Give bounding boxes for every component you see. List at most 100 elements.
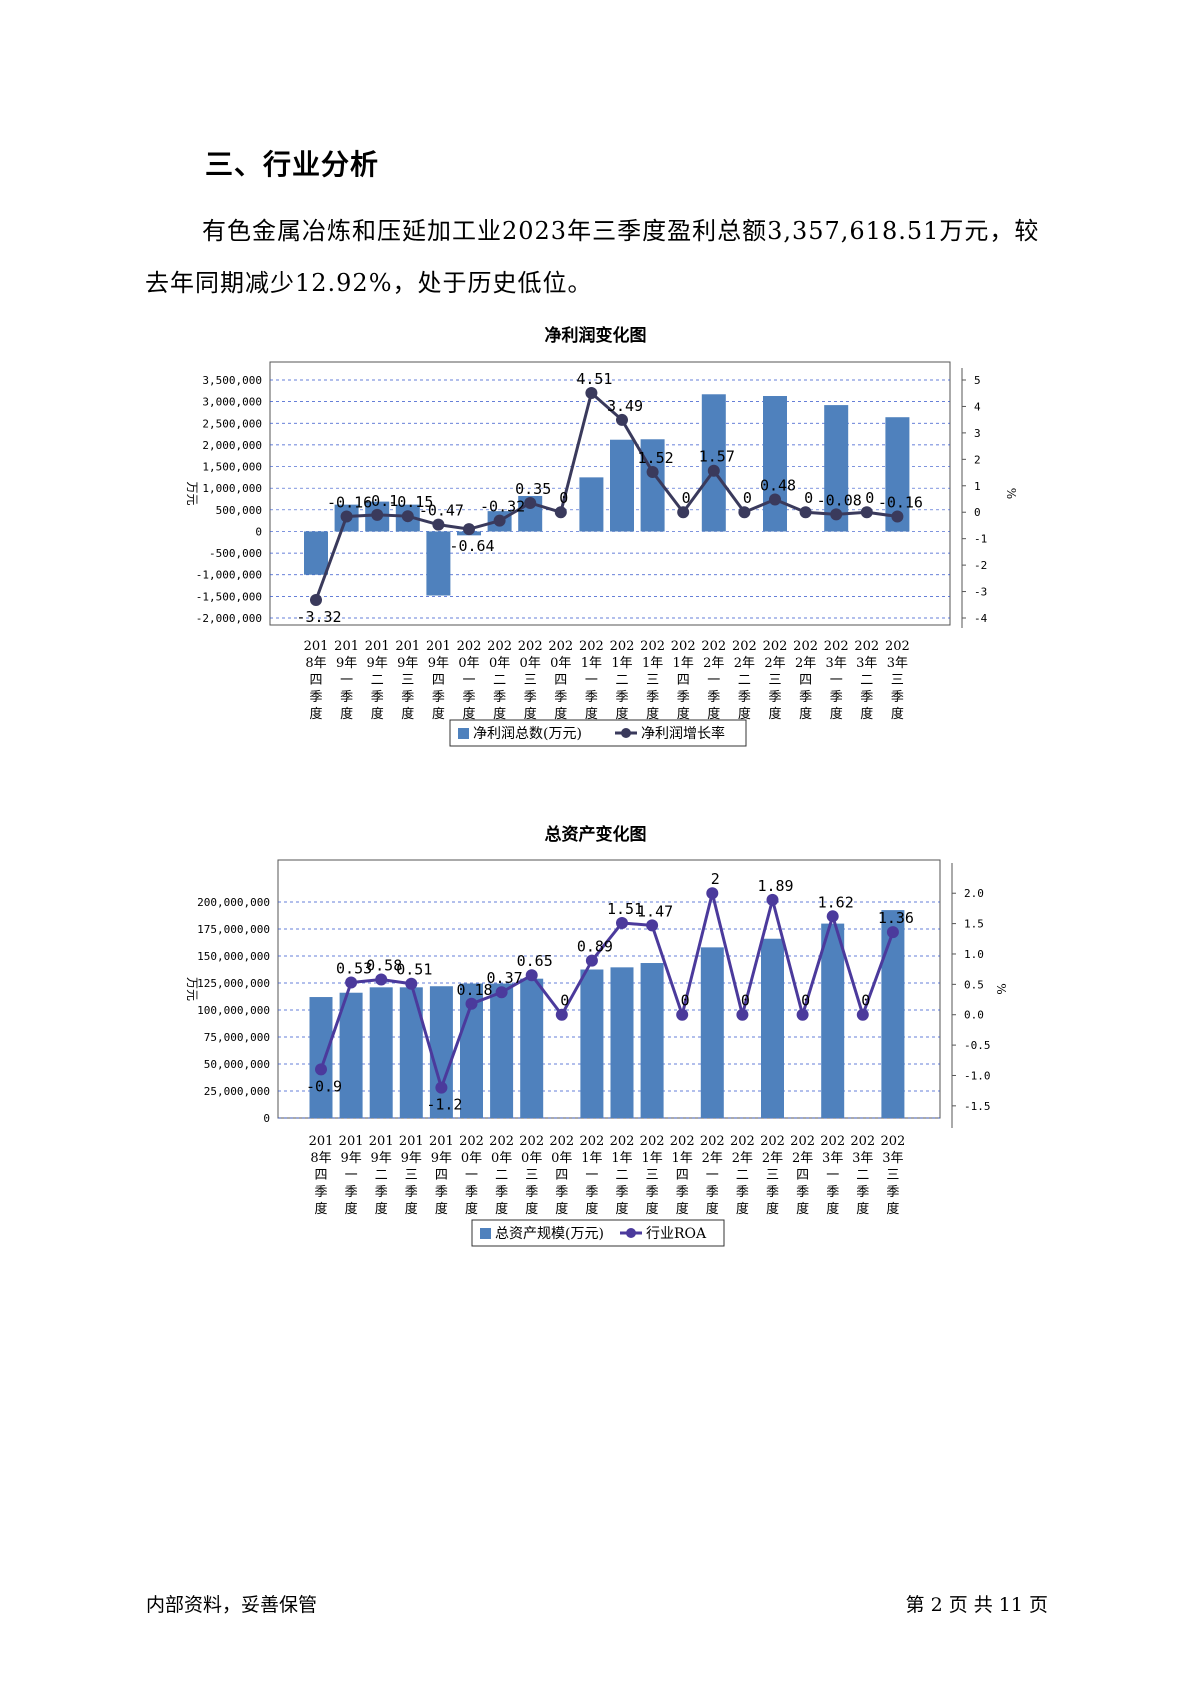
legend-label-line: 行业ROA	[646, 1226, 707, 1242]
y-tick-label: 150,000,000	[197, 950, 270, 963]
x-category-label: 度	[555, 1201, 568, 1217]
bar	[640, 439, 665, 532]
x-category-label: 度	[401, 706, 414, 722]
x-category-label: 202	[793, 639, 818, 654]
data-label: 0.48	[760, 477, 796, 495]
line-point	[856, 1008, 869, 1021]
y-tick-label: -1,000,000	[196, 569, 262, 582]
legend-swatch-bar	[458, 728, 469, 739]
x-category-label: 0年	[489, 656, 510, 671]
x-category-label: 1年	[581, 1151, 602, 1166]
footer-confidential: 内部资料，妥善保管	[146, 1594, 318, 1616]
data-label: 0	[682, 489, 691, 507]
line-point	[554, 506, 567, 519]
data-label: 1.36	[878, 909, 914, 927]
x-category-label: 度	[676, 1201, 689, 1217]
x-category-label: 季	[856, 1185, 869, 1200]
data-label: 0	[861, 992, 870, 1010]
x-category-label: 季	[830, 690, 843, 705]
bar	[399, 987, 423, 1118]
line-point	[555, 1008, 568, 1021]
x-category-label: 度	[525, 1201, 538, 1217]
x-category-label: 9年	[431, 1151, 452, 1166]
data-label: -1.2	[426, 1096, 462, 1114]
data-label: 0	[559, 489, 568, 507]
legend-swatch-dot	[621, 728, 631, 738]
x-category-label: 季	[796, 1185, 809, 1200]
x-category-label: 9年	[340, 1151, 361, 1166]
y-tick-label: 0	[255, 525, 262, 538]
x-category-label: 0年	[520, 656, 541, 671]
y-tick-label: 175,000,000	[197, 923, 270, 936]
x-category-label: 3年	[852, 1151, 873, 1166]
data-label: 0.53	[336, 960, 372, 978]
y-tick-label: 0	[263, 1112, 270, 1125]
x-category-label: 季	[891, 690, 904, 705]
x-category-label: 度	[493, 706, 506, 722]
x-category-label: 四	[309, 673, 322, 688]
x-category-label: 度	[554, 706, 567, 722]
data-label: 0	[681, 992, 690, 1010]
legend-box	[471, 1219, 725, 1247]
line-point	[525, 969, 538, 982]
data-label: 0.37	[487, 969, 523, 987]
x-category-label: 季	[860, 690, 873, 705]
data-label: 0.51	[396, 961, 432, 979]
x-category-label: 9年	[367, 656, 388, 671]
y-tick-label: 1,500,000	[202, 461, 262, 474]
x-category-label: 度	[495, 1201, 508, 1217]
data-label: 1.89	[757, 877, 793, 895]
assets-chart: 200,000,000 175,000,000 150,000,000 125,000…	[185, 859, 1008, 1247]
data-label: 1.51	[607, 900, 643, 918]
x-category-label: 度	[340, 706, 353, 722]
x-category-label: 三	[646, 673, 659, 688]
bar	[309, 997, 333, 1118]
x-category-label: 0年	[521, 1151, 542, 1166]
x-category-label: 202	[640, 1134, 665, 1149]
bar	[339, 992, 363, 1118]
bar	[763, 396, 787, 532]
x-category-label: 0年	[551, 1151, 572, 1166]
x-category-label: 三	[886, 1168, 899, 1183]
x-category-label: 度	[405, 1201, 418, 1217]
bar	[640, 963, 664, 1118]
x-category-label: 季	[676, 1185, 689, 1200]
bar	[490, 983, 514, 1118]
line-point	[493, 514, 506, 527]
x-category-label: 201	[304, 639, 329, 654]
bar	[700, 947, 724, 1118]
bar	[426, 531, 451, 596]
profit-chart: 3,500,000 3,000,000 2,500,000 2,000,000 1,50…	[185, 361, 1018, 747]
x-category-label: 二	[736, 1168, 749, 1183]
y-tick-label: 3,000,000	[202, 396, 262, 409]
x-category-label: 二	[615, 1168, 628, 1183]
x-category-label: 201	[334, 639, 359, 654]
x-category-label: 季	[525, 1185, 538, 1200]
x-category-label: 季	[432, 690, 445, 705]
x-category-label: 一	[707, 673, 720, 688]
data-label: 0.18	[456, 981, 492, 999]
x-category-label: 3年	[826, 656, 847, 671]
line-point	[585, 954, 598, 967]
x-category-label: 季	[799, 690, 812, 705]
x-category-label: 202	[610, 1134, 635, 1149]
data-label: 0.65	[517, 952, 553, 970]
y2-axis-title: %	[994, 983, 1008, 994]
data-label: 1.57	[699, 448, 735, 466]
x-category-label: 季	[677, 690, 690, 705]
x-category-label: 度	[345, 1201, 358, 1217]
x-category-label: 202	[671, 639, 696, 654]
x-category-label: 一	[345, 1168, 358, 1183]
x-category-label: 202	[824, 639, 849, 654]
x-category-label: 季	[345, 1185, 358, 1200]
x-category-label: 三	[401, 673, 414, 688]
bar	[881, 910, 905, 1118]
x-category-label: 度	[524, 706, 537, 722]
x-category-label: 202	[820, 1134, 845, 1149]
x-category-label: 1年	[581, 656, 602, 671]
y-tick-label: -1,500,000	[196, 590, 262, 603]
x-category-label: 季	[615, 690, 628, 705]
x-category-label: 9年	[336, 656, 357, 671]
x-category-label: 一	[826, 1168, 839, 1183]
line-point	[524, 496, 537, 509]
